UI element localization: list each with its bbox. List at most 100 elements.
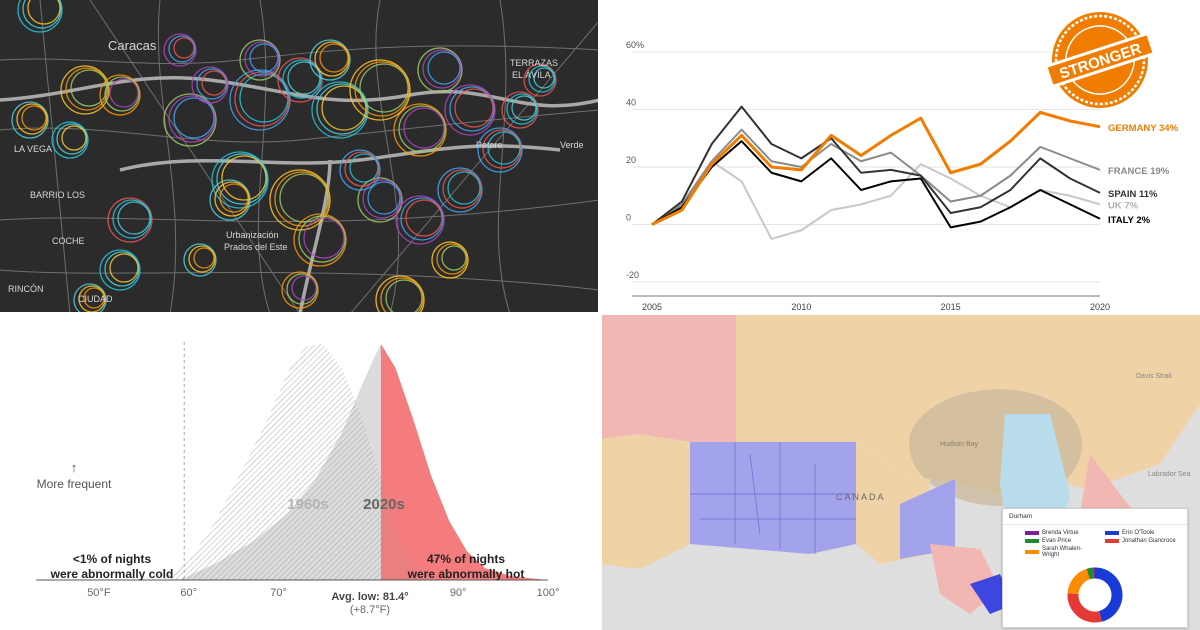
x-tick-label: 50°F — [87, 587, 111, 599]
legend-label: Jonathan Giancroce — [1122, 538, 1176, 544]
label-terrazas: TERRAZAS — [510, 58, 558, 68]
x-tick-label: 2020 — [1090, 302, 1110, 312]
region-north-west — [600, 314, 736, 442]
map-ring — [367, 181, 401, 215]
map-ring — [196, 68, 228, 100]
map-ring — [344, 151, 380, 187]
panel-divider-horizontal — [0, 312, 1200, 315]
map-ring — [506, 93, 538, 125]
map-ring — [17, 0, 63, 33]
legend-swatch — [1105, 539, 1119, 543]
map-ring — [22, 0, 62, 29]
map-ring — [314, 41, 350, 77]
map-ring — [311, 81, 369, 139]
avg-low-label: Avg. low: 81.4° — [331, 591, 408, 603]
hot-stat-line2: were abnormally hot — [407, 567, 525, 581]
map-ring — [501, 91, 539, 129]
map-ring — [316, 83, 368, 135]
map-ring — [349, 153, 379, 183]
map-ring — [239, 73, 289, 123]
legend-item: Jonathan Giancroce — [1105, 538, 1179, 544]
map-labels: Caracas LA VEGA BARRIO LOS COCHE RINCÓN … — [8, 38, 584, 304]
map-ring — [309, 39, 351, 81]
series-line-spain — [651, 105, 1101, 226]
label-rincon: RINCÓN — [8, 284, 44, 294]
series-end-labels: UK 7% FRANCE 19% SPAIN 11% ITALY 2% GERMANY … — [1108, 123, 1179, 226]
ring-layer — [11, 0, 557, 314]
map-ring — [244, 41, 280, 77]
map-ring — [354, 61, 410, 117]
map-ring — [99, 74, 141, 116]
road-network — [0, 0, 600, 314]
map-ring — [56, 123, 88, 155]
map-ring — [209, 179, 251, 221]
chart-grid — [632, 51, 1100, 297]
map-ring — [431, 241, 469, 279]
x-axis-ticks: 50°F 60° 70° 90° 100° — [87, 587, 559, 599]
legend-label: Brenda Virtue — [1042, 530, 1079, 536]
map-ring — [349, 59, 411, 121]
x-tick-label: 70° — [270, 587, 287, 599]
donut-slice — [1067, 568, 1091, 595]
map-ring — [362, 179, 402, 219]
temperature-distribution-panel: 50°F 60° 70° 90° 100° ↑ More frequent 1960s … — [0, 314, 600, 630]
y-tick-label: -20 — [626, 270, 639, 280]
popup-donut-chart — [1067, 567, 1123, 623]
map-ring — [183, 243, 217, 277]
map-ring — [298, 215, 346, 263]
map-ring — [523, 63, 557, 97]
map-ring — [60, 65, 110, 115]
map-ring — [287, 61, 321, 95]
popup-title: Durham — [1003, 509, 1187, 525]
map-ring — [61, 125, 87, 151]
map-ring — [221, 155, 267, 201]
label-petare: Petare — [476, 140, 503, 150]
map-ring — [281, 271, 319, 309]
popup-legend: Brenda Virtue Erin O'Toole Evan Price Jonat… — [1003, 525, 1187, 558]
map-ring — [109, 253, 139, 283]
legend-label: Evan Price — [1042, 538, 1072, 544]
label-ciudad: CIUDAD — [78, 294, 113, 304]
map-ring — [216, 153, 268, 205]
series-lines — [651, 105, 1101, 240]
map-ring — [400, 197, 444, 241]
legend-item: Sarah Whalen-Wright — [1025, 546, 1099, 558]
region-prairies — [690, 442, 856, 554]
label-urbanizacion: Urbanización — [226, 230, 279, 240]
label-canada: CANADA — [836, 492, 886, 502]
riding-borders — [690, 442, 856, 554]
arrow-up-icon: ↑ — [71, 460, 78, 475]
x-tick-label: 60° — [180, 587, 197, 599]
map-ring — [417, 47, 463, 93]
map-ring — [16, 103, 48, 135]
legend-swatch — [1025, 531, 1039, 535]
legend-label: Erin O'Toole — [1122, 530, 1155, 536]
x-tick-label: 2010 — [791, 302, 811, 312]
map-ring — [375, 275, 425, 314]
map-ring — [385, 279, 423, 314]
map-ring — [109, 78, 139, 108]
map-ring — [191, 66, 229, 104]
map-ring — [393, 103, 447, 157]
donut-slice — [1067, 593, 1102, 623]
map-ring — [117, 201, 151, 235]
end-label-france: FRANCE 19% — [1108, 166, 1170, 177]
x-tick-label: 100° — [537, 587, 560, 599]
map-ring — [73, 283, 107, 314]
map-ring — [437, 167, 483, 213]
label-davis-strait: Davis Strait — [1136, 373, 1172, 380]
map-ring — [279, 173, 329, 223]
map-ring — [286, 273, 318, 305]
legend-swatch — [1105, 531, 1119, 535]
map-ring — [27, 0, 61, 25]
map-ring — [168, 35, 196, 63]
label-1960s: 1960s — [287, 496, 329, 513]
map-ring — [447, 171, 481, 205]
map-ring — [173, 37, 195, 59]
map-ring — [441, 245, 467, 271]
label-avila: EL ÁVILA — [512, 70, 551, 80]
panel-divider-vertical — [598, 0, 602, 630]
riding-popup: Durham Brenda Virtue Erin O'Toole Evan Pri… — [1002, 508, 1188, 628]
donut-slice — [1086, 567, 1095, 580]
series-line-france — [651, 128, 1101, 226]
